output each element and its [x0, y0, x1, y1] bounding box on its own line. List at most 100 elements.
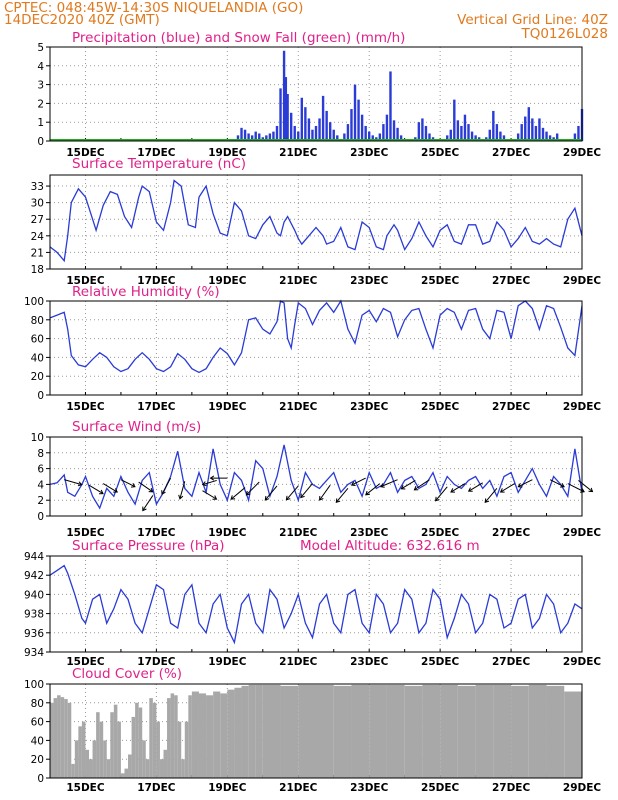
cloud-bar [85, 749, 90, 778]
precip-bar [492, 110, 495, 141]
precip-bar [346, 124, 350, 141]
x-tick-label: 23DEC [350, 401, 389, 413]
y-tick-label: 4 [37, 61, 44, 73]
panel-title: Cloud Cover (%) [72, 666, 182, 682]
cloud-bar [156, 721, 160, 778]
cloud-bar [163, 749, 168, 778]
precip-bar [279, 88, 282, 141]
precip-bar [421, 118, 424, 141]
x-tick-label: 29DEC [563, 147, 602, 159]
panel-5: 934 936 938 940 942 944 15DEC 17DEC 19DEC 21DEC 23… [24, 538, 601, 668]
x-tick-label: 23DEC [350, 275, 389, 287]
wind-arrows [64, 475, 594, 512]
cloud-bar [81, 721, 86, 778]
x-tick-label: 19DEC [208, 656, 247, 668]
precip-bar [378, 133, 382, 141]
y-tick-label: 20 [31, 371, 44, 383]
plot-frame [49, 683, 583, 779]
y-tick-label: 40 [31, 735, 44, 747]
wind-arrow [286, 485, 299, 501]
cloud-bar [103, 740, 107, 778]
wind-arrow-head [484, 498, 490, 504]
precip-bar [399, 135, 403, 141]
precip-bar [353, 84, 357, 141]
panel-2: 18 21 24 27 30 33 15DEC 17DEC 19DEC 21DEC 23DEC 25D… [31, 156, 602, 287]
precip-bar [463, 114, 467, 141]
wind-arrow-head [245, 490, 251, 496]
wind-arrow [102, 483, 118, 493]
precip-bar [282, 50, 286, 142]
panel-4: 0 2 4 6 8 10 15DEC 17DEC 19DEC 21DEC 23DEC 25DEC 27D… [31, 419, 602, 539]
x-tick-label: 27DEC [492, 401, 531, 413]
cloud-bar [128, 754, 132, 778]
cloud-bar [457, 685, 476, 778]
wind-arrow-head [209, 475, 215, 481]
y-tick-label: 938 [24, 609, 44, 621]
cloud-bar [493, 684, 512, 778]
cloud-bar [227, 689, 235, 778]
plot-frame [49, 436, 583, 517]
x-tick-label: 25DEC [421, 401, 460, 413]
precip-bar [332, 129, 335, 141]
wind-arrow-head [580, 488, 585, 493]
cloud-bar [152, 702, 157, 778]
cloud-bar [170, 693, 175, 778]
y-tick-label: 20 [31, 754, 44, 766]
cloud-bar [191, 691, 199, 778]
y-tick-label: 1 [37, 117, 44, 129]
y-tick-label: 6 [37, 464, 44, 476]
wind-arrow-head [113, 488, 118, 493]
precip-bar [499, 131, 502, 141]
cloud-bar [564, 691, 582, 778]
precip-bar [247, 133, 250, 141]
precip-bar [456, 120, 460, 141]
x-tick-label: 29DEC [563, 656, 602, 668]
wind-arrow [120, 479, 136, 488]
x-tick-label: 23DEC [350, 527, 389, 539]
precip-bar [364, 125, 367, 141]
precip-bar [258, 133, 261, 141]
precip-bar [336, 135, 339, 141]
y-tick-label: 27 [31, 214, 44, 226]
y-tick-label: 18 [31, 264, 44, 276]
cloud-bar [511, 685, 529, 778]
wind-arrow [161, 477, 172, 495]
x-tick-label: 17DEC [137, 656, 176, 668]
precip-bar [236, 135, 240, 141]
x-tick-label: 27DEC [492, 782, 531, 794]
precip-bar [502, 135, 506, 141]
precip-bar [297, 131, 300, 141]
precip-bar [289, 112, 293, 141]
wind-arrow [202, 479, 217, 486]
wind-arrow-head [264, 495, 270, 501]
cloud-bar [57, 695, 61, 778]
wind-arrow [246, 481, 260, 496]
cloud-bar [181, 759, 185, 778]
y-tick-label: 60 [31, 717, 44, 729]
wind-arrow [518, 479, 533, 488]
y-tick-label: 80 [31, 698, 44, 710]
wind-arrow [264, 485, 278, 501]
precip-bar [460, 125, 463, 141]
wind-arrow-head [560, 482, 565, 488]
x-tick-label: 23DEC [350, 782, 389, 794]
panel-1: 0 1 2 3 4 5 15DEC 17DEC 19DEC 21DEC 23DEC 25DEC 27DE… [37, 30, 601, 159]
cloud-bar [422, 684, 441, 778]
panel-title: Surface Pressure (hPa) [72, 538, 225, 554]
panels: 0 1 2 3 4 5 15DEC 17DEC 19DEC 21DEC 23DEC 25DEC 27DE… [24, 30, 601, 794]
precip-bar [265, 135, 268, 141]
cloud-bar [167, 698, 171, 778]
x-tick-label: 27DEC [492, 527, 531, 539]
x-tick-label: 27DEC [492, 275, 531, 287]
wind-arrow [335, 488, 349, 503]
y-tick-label: 936 [24, 628, 44, 640]
plot-frame [49, 174, 583, 270]
wind-arrow-head [350, 481, 356, 486]
precip-bar [541, 127, 545, 141]
wind-arrow-head [450, 488, 456, 493]
wind-arrow [300, 483, 313, 498]
wind-arrow [567, 483, 585, 493]
wind-arrow [202, 490, 217, 500]
cloud-bar [174, 695, 178, 778]
cloud-bar [74, 740, 79, 778]
